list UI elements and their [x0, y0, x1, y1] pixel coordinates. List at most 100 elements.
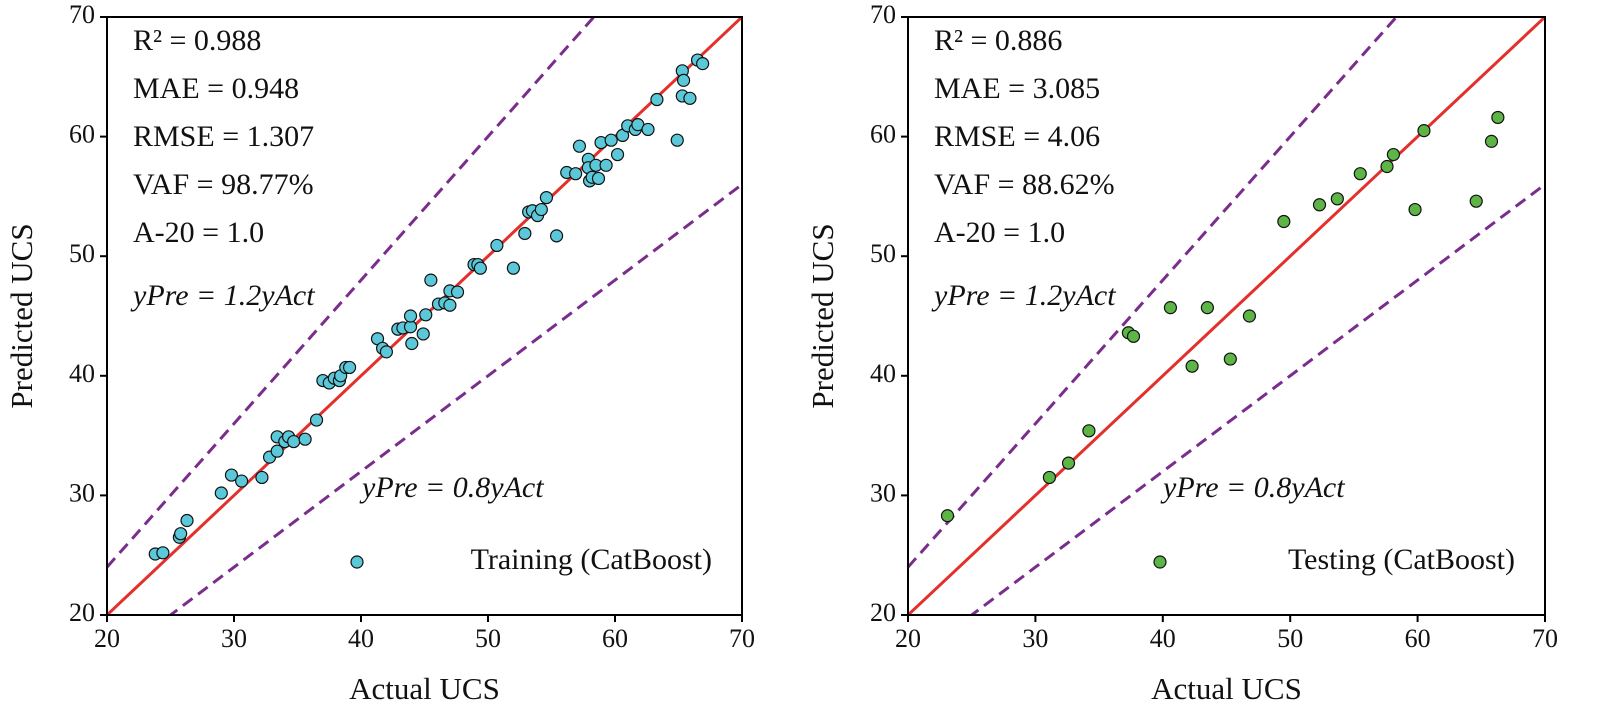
panel: 20 30 40 50 60 70 20 30 40 50 60 70 Actual UCS Predic…: [805, 0, 1558, 706]
reference-line: [908, 17, 1545, 615]
x-tick-label: 70: [729, 624, 755, 653]
annotation: RMSE = 4.06: [934, 120, 1100, 153]
scatter-point: [1163, 301, 1178, 315]
scatter-point: [473, 261, 487, 275]
scatter-point: [1484, 134, 1499, 148]
scatter-point: [1491, 110, 1505, 125]
scatter-point: [405, 336, 419, 351]
x-tick-label: 40: [1150, 624, 1176, 653]
reference-line: [969, 183, 1545, 615]
scatter-point: [298, 432, 312, 446]
y-tick-label: 30: [870, 478, 896, 507]
scatter-point: [591, 171, 606, 186]
scatter-point: [1223, 352, 1237, 366]
scatter-point: [1386, 147, 1400, 162]
scatter-point: [549, 229, 564, 243]
y-tick-label: 40: [69, 359, 95, 388]
scatter-point: [670, 133, 684, 147]
annotation: R² = 0.988: [133, 24, 261, 57]
reference-line: [168, 183, 742, 615]
scatter-point: [599, 158, 613, 172]
scatter-point: [379, 345, 393, 359]
scatter-point: [696, 57, 710, 71]
legend-label: Testing (CatBoost): [1288, 543, 1515, 576]
x-tick-label: 40: [348, 624, 374, 653]
plot-frame: [907, 16, 1546, 616]
x-tick-label: 50: [475, 624, 501, 653]
annotation: VAF = 88.62%: [934, 168, 1115, 201]
legend-label: Training (CatBoost): [471, 543, 712, 576]
scatter-point: [235, 474, 249, 488]
plot-frame: [106, 16, 743, 616]
y-tick-label: 30: [69, 478, 95, 507]
scatter-point: [1185, 359, 1199, 373]
scatter-point: [610, 147, 625, 162]
x-tick-label: 30: [1022, 624, 1048, 653]
scatter-point: [416, 327, 430, 341]
scatter-point: [424, 273, 438, 287]
x-tick-label: 60: [1405, 624, 1431, 653]
scatter-point: [443, 298, 457, 312]
scatter-point: [174, 527, 188, 541]
scatter-point: [270, 444, 284, 458]
legend-marker: [350, 555, 364, 569]
scatter-point: [641, 122, 655, 137]
annotation: RMSE = 1.307: [133, 120, 314, 153]
reference-label: yPre = 0.8yAct: [359, 471, 544, 504]
x-tick-label: 50: [1277, 624, 1303, 653]
y-axis-label: Predicted UCS: [805, 223, 840, 408]
scatter-point: [1277, 214, 1291, 229]
scatter-point: [214, 486, 228, 500]
reference-label: yPre = 1.2yAct: [931, 279, 1116, 312]
scatter-point: [287, 434, 301, 449]
scatter-point: [1042, 470, 1057, 485]
x-tick-label: 20: [94, 624, 120, 653]
annotation: A-20 = 1.0: [934, 216, 1065, 249]
x-tick-label: 20: [895, 624, 921, 653]
scatter-point: [539, 190, 554, 205]
y-tick-label: 60: [69, 120, 95, 149]
scatter-point: [450, 285, 465, 299]
y-axis-label: Predicted UCS: [4, 223, 39, 408]
scatter-point: [506, 261, 521, 275]
scatter-point: [1469, 194, 1483, 208]
y-tick-label: 40: [870, 359, 896, 388]
scatter-point: [1242, 309, 1257, 323]
x-tick-label: 60: [602, 624, 628, 653]
annotation: R² = 0.886: [934, 24, 1062, 57]
scatter-point: [1061, 456, 1076, 470]
y-tick-label: 60: [870, 120, 896, 149]
scatter-point: [1312, 198, 1327, 212]
scatter-point: [572, 139, 587, 153]
scatter-point: [676, 73, 691, 87]
scatter-point: [1353, 167, 1367, 181]
y-tick-label: 20: [870, 598, 896, 627]
scatter-point: [1417, 124, 1431, 138]
x-tick-label: 70: [1532, 624, 1558, 653]
y-tick-label: 50: [69, 239, 95, 268]
scatter-point: [1126, 329, 1141, 343]
annotation: MAE = 3.085: [934, 72, 1100, 105]
x-axis-label: Actual UCS: [1151, 671, 1302, 706]
y-tick-label: 70: [870, 0, 896, 29]
annotation: A-20 = 1.0: [133, 216, 264, 249]
y-tick-label: 50: [870, 239, 896, 268]
scatter-point: [569, 167, 583, 181]
scatter-point: [419, 308, 433, 322]
y-tick-label: 70: [69, 0, 95, 29]
y-tick-label: 20: [69, 598, 95, 627]
scatter-point: [224, 468, 239, 482]
legend-marker: [1153, 555, 1167, 569]
reference-line: [908, 17, 1399, 569]
scatter-point: [1330, 192, 1344, 206]
annotation: MAE = 0.948: [133, 72, 299, 105]
scatter-point: [518, 226, 532, 241]
x-axis-label: Actual UCS: [349, 671, 500, 706]
scatter-point: [403, 309, 418, 323]
reference-line: [107, 17, 596, 569]
scatter-point: [940, 509, 955, 523]
scatter-point: [604, 133, 618, 147]
scatter-point: [1380, 159, 1394, 174]
panel: 20 30 40 50 60 70 20 30 40 50 60 70 Actual UCS Predic…: [4, 0, 755, 706]
